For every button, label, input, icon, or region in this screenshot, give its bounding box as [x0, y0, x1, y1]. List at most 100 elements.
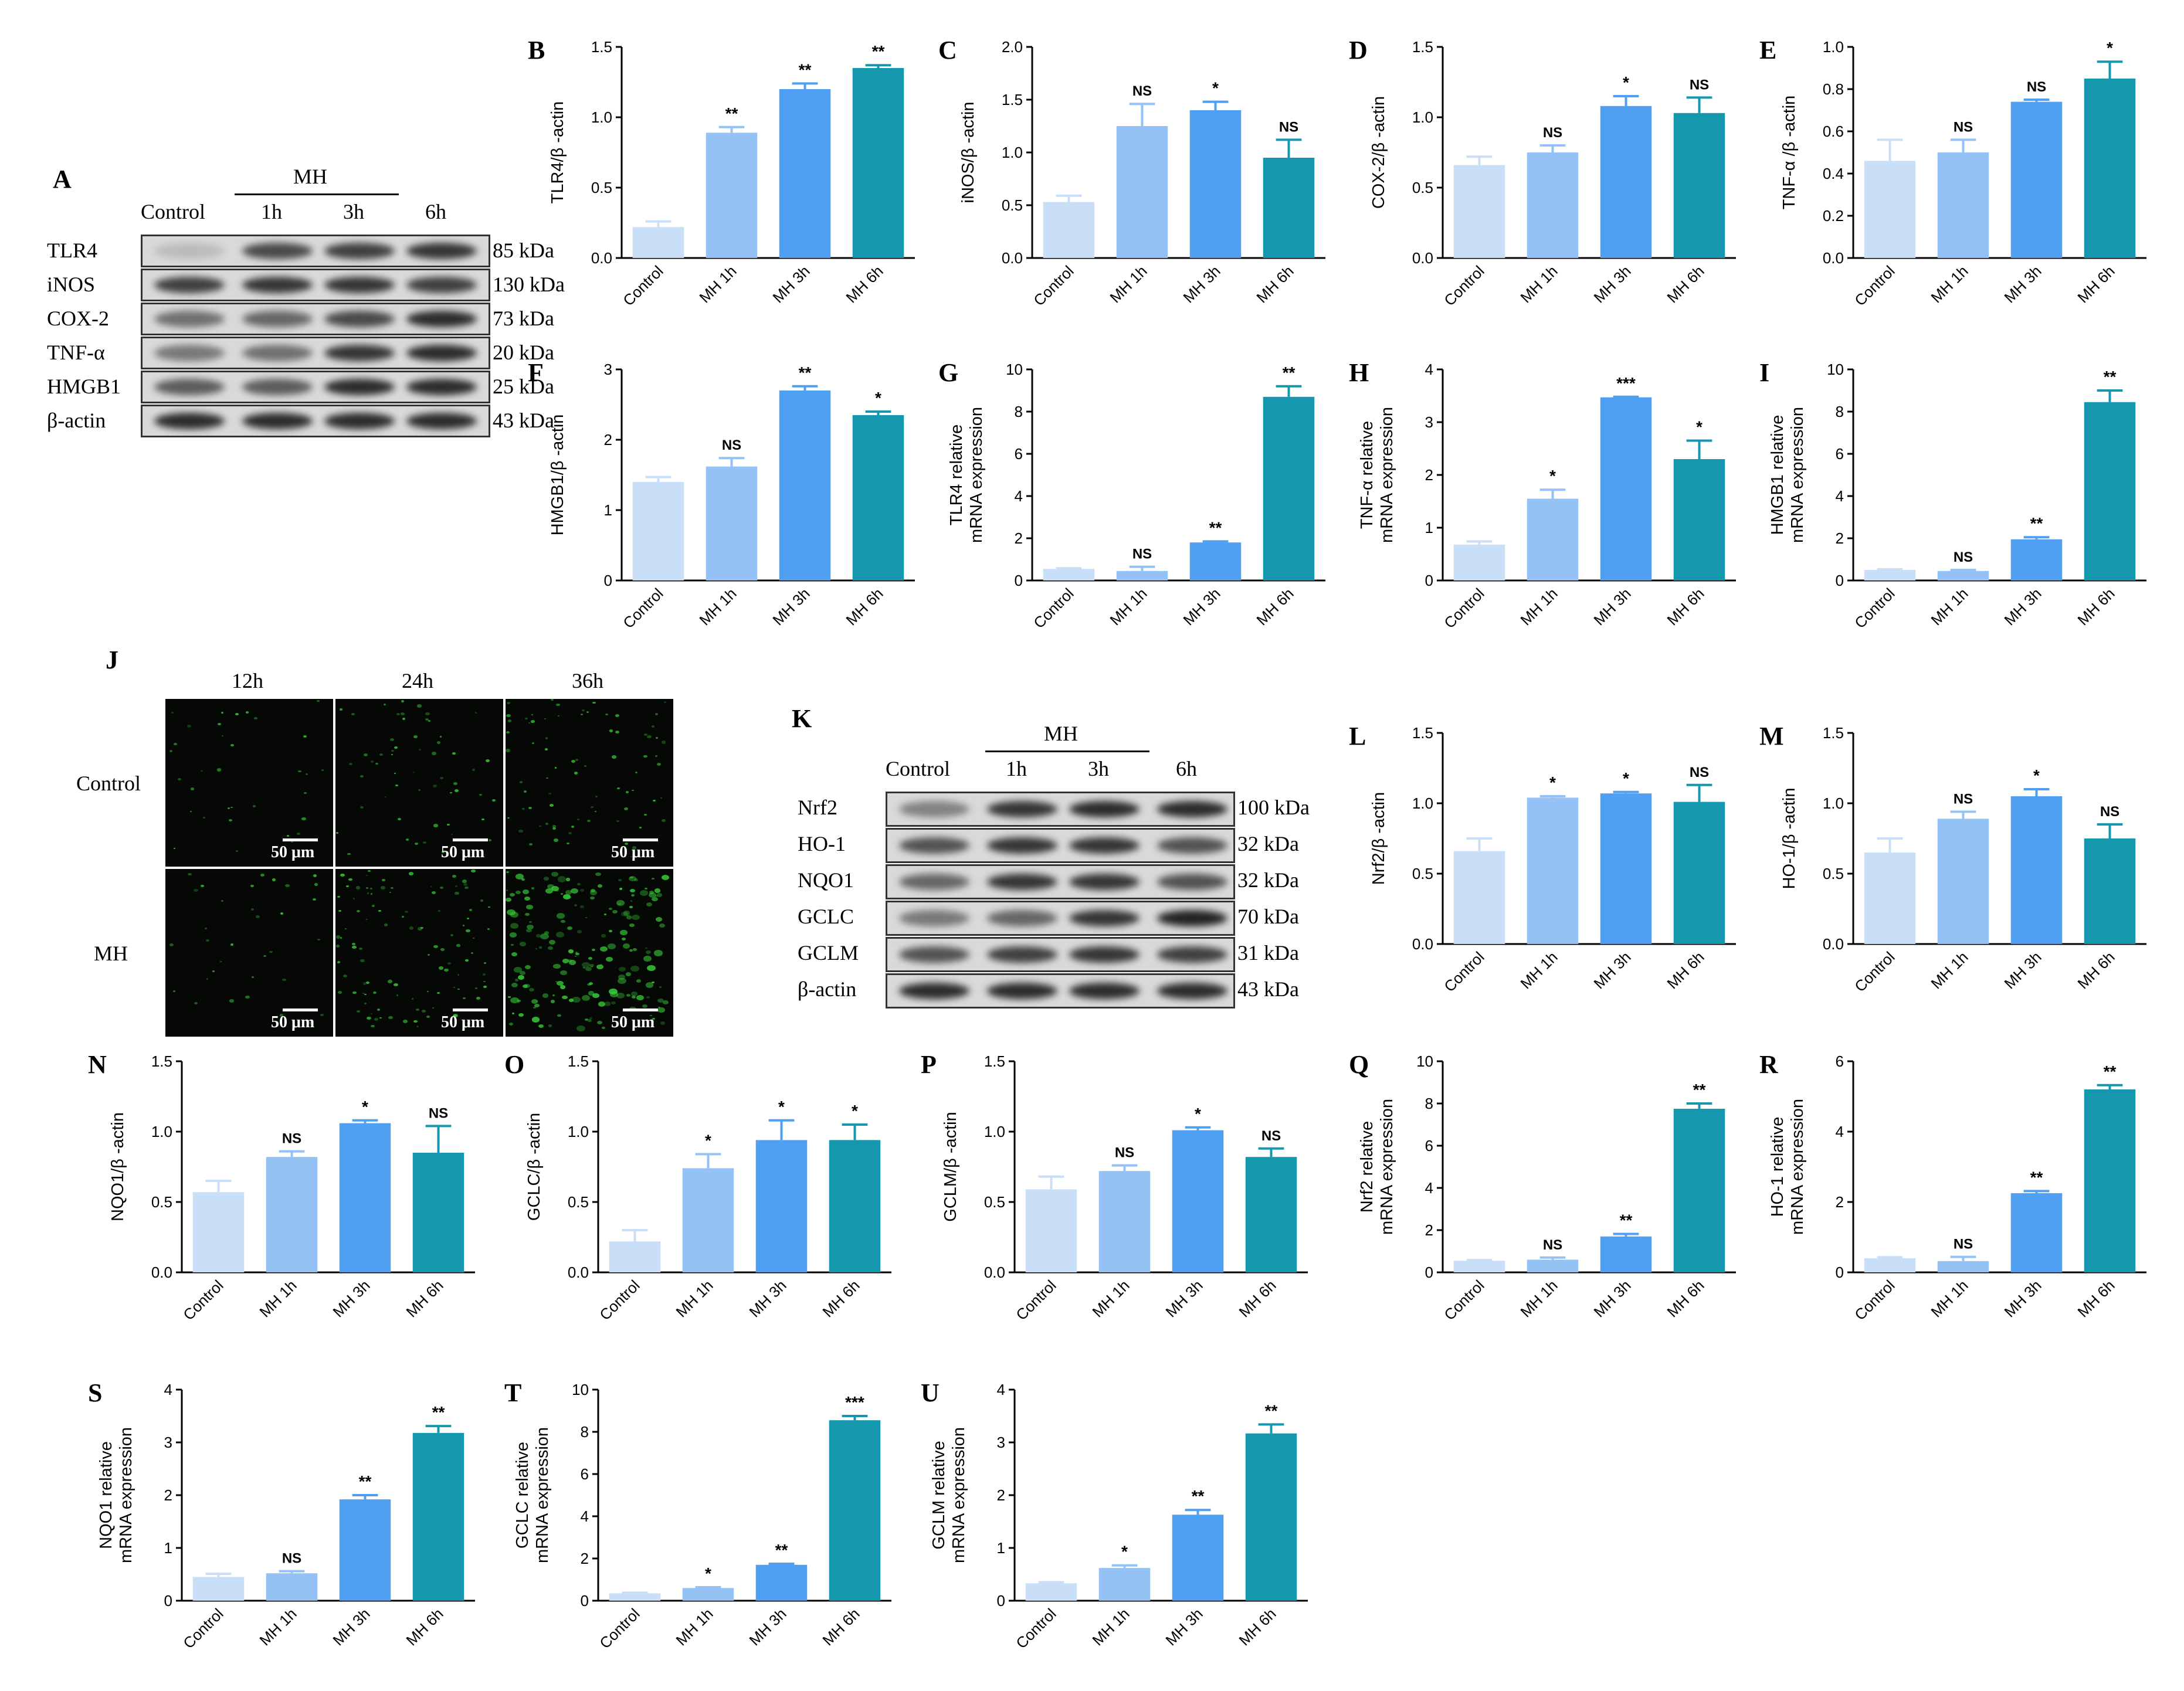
blot-band — [987, 983, 1057, 999]
y-tick-label: 1.0 — [1002, 144, 1023, 161]
cell-fluorescence-dot — [489, 839, 492, 841]
x-tick-label: MH 6h — [1663, 262, 1707, 306]
cell-fluorescence-dot — [469, 909, 473, 912]
bar — [1453, 544, 1505, 580]
cell-fluorescence-dot — [204, 928, 207, 930]
y-tick-label: 4 — [997, 1381, 1005, 1398]
panel-label-t: T — [504, 1378, 521, 1407]
cell-fluorescence-dot — [377, 1008, 381, 1011]
cell-fluorescence-dot — [605, 713, 608, 715]
x-tick-label: MH 6h — [2074, 585, 2118, 629]
cell-fluorescence-dot — [648, 892, 656, 898]
scale-bar-label: 50 μm — [441, 843, 485, 861]
cell-fluorescence-dot — [457, 988, 460, 990]
y-axis-label: TNF-α relative — [1358, 421, 1376, 529]
bar — [1189, 542, 1242, 580]
cell-fluorescence-dot — [365, 981, 369, 984]
cell-fluorescence-dot — [623, 911, 630, 916]
cell-fluorescence-dot — [313, 874, 317, 877]
cell-fluorescence-dot — [428, 719, 431, 722]
cell-fluorescence-dot — [531, 999, 538, 1004]
panel-label-b: B — [528, 36, 545, 64]
cell-fluorescence-dot — [654, 888, 661, 893]
cell-fluorescence-dot — [252, 805, 256, 807]
cell-fluorescence-dot — [467, 918, 469, 919]
y-tick-label: 6 — [1836, 445, 1844, 463]
y-tick-label: 1.0 — [151, 1123, 172, 1140]
y-tick-label: 0.4 — [1823, 165, 1844, 182]
bar-chart-g: G 0 2 4 6 8 10 TLR4 relative mRNA expression Cont… — [938, 358, 1325, 632]
cell-fluorescence-dot — [422, 1009, 426, 1013]
cell-fluorescence-dot — [571, 826, 575, 828]
bar — [1245, 1157, 1297, 1272]
cell-fluorescence-dot — [644, 813, 647, 816]
x-tick-label: MH 6h — [1235, 1276, 1279, 1320]
cell-fluorescence-dot — [522, 807, 525, 810]
cell-fluorescence-dot — [609, 988, 618, 994]
x-tick-label: MH 1h — [1927, 1276, 1971, 1320]
bar — [632, 227, 684, 258]
cell-fluorescence-dot — [308, 1021, 312, 1024]
panel-label-i: I — [1759, 358, 1769, 387]
cell-fluorescence-dot — [335, 832, 338, 834]
cell-fluorescence-dot — [480, 899, 483, 902]
cell-fluorescence-dot — [260, 873, 265, 877]
cell-fluorescence-dot — [272, 878, 276, 881]
x-tick-label: MH 6h — [1663, 1276, 1707, 1320]
cell-fluorescence-dot — [466, 1022, 471, 1025]
cell-fluorescence-dot — [522, 889, 529, 894]
panel-label-d: D — [1349, 36, 1368, 64]
cell-fluorescence-dot — [440, 948, 445, 951]
cell-fluorescence-dot — [597, 1021, 602, 1025]
blot-band — [406, 345, 477, 361]
bar — [2084, 838, 2136, 944]
cell-fluorescence-dot — [575, 952, 580, 956]
y-tick-label: 3 — [997, 1434, 1005, 1451]
cell-fluorescence-dot — [663, 701, 667, 703]
cell-fluorescence-dot — [560, 970, 568, 976]
bar — [2084, 79, 2136, 258]
cell-fluorescence-dot — [245, 995, 250, 999]
cell-fluorescence-dot — [567, 842, 569, 844]
cell-fluorescence-dot — [639, 889, 648, 896]
blot-protein-label: NQO1 — [798, 868, 854, 892]
panel-label-p: P — [921, 1050, 937, 1079]
cell-fluorescence-dot — [229, 819, 233, 822]
x-tick-label: MH 3h — [745, 1276, 789, 1320]
cell-fluorescence-dot — [571, 759, 576, 763]
cell-fluorescence-dot — [250, 884, 255, 888]
y-tick-label: 1.0 — [591, 108, 612, 126]
x-tick-label: Control — [1851, 585, 1898, 631]
cell-fluorescence-dot — [303, 792, 307, 794]
cell-fluorescence-dot — [557, 715, 560, 717]
cell-fluorescence-dot — [438, 966, 443, 970]
cell-fluorescence-dot — [379, 753, 383, 756]
y-axis-label: HO-1/β -actin — [1780, 788, 1799, 889]
cell-fluorescence-dot — [528, 843, 533, 846]
panel-label-n: N — [88, 1050, 107, 1079]
y-axis-label: GCLM/β -actin — [941, 1112, 960, 1222]
cell-fluorescence-dot — [508, 996, 511, 999]
blot-band — [154, 243, 225, 259]
cell-fluorescence-dot — [426, 1015, 430, 1018]
cell-fluorescence-dot — [301, 817, 306, 821]
cell-fluorescence-dot — [636, 979, 642, 983]
scale-bar — [623, 838, 658, 841]
x-tick-label: Control — [179, 1605, 226, 1652]
cell-fluorescence-dot — [465, 959, 469, 962]
cell-fluorescence-dot — [657, 893, 663, 897]
cell-fluorescence-dot — [506, 898, 512, 902]
cell-fluorescence-dot — [464, 886, 469, 889]
cell-fluorescence-dot — [574, 955, 576, 957]
cell-fluorescence-dot — [348, 878, 353, 881]
y-tick-label: 0.5 — [1412, 865, 1433, 882]
scale-bar-label: 50 μm — [271, 843, 315, 861]
cell-fluorescence-dot — [544, 877, 550, 881]
cell-fluorescence-dot — [255, 915, 260, 918]
y-axis-label: mRNA expression — [967, 407, 986, 543]
cell-fluorescence-dot — [205, 939, 209, 942]
x-tick-label: MH 3h — [1179, 585, 1223, 629]
blot-band — [324, 379, 395, 395]
x-tick-label: Control — [596, 1276, 643, 1323]
cell-fluorescence-dot — [509, 892, 516, 897]
